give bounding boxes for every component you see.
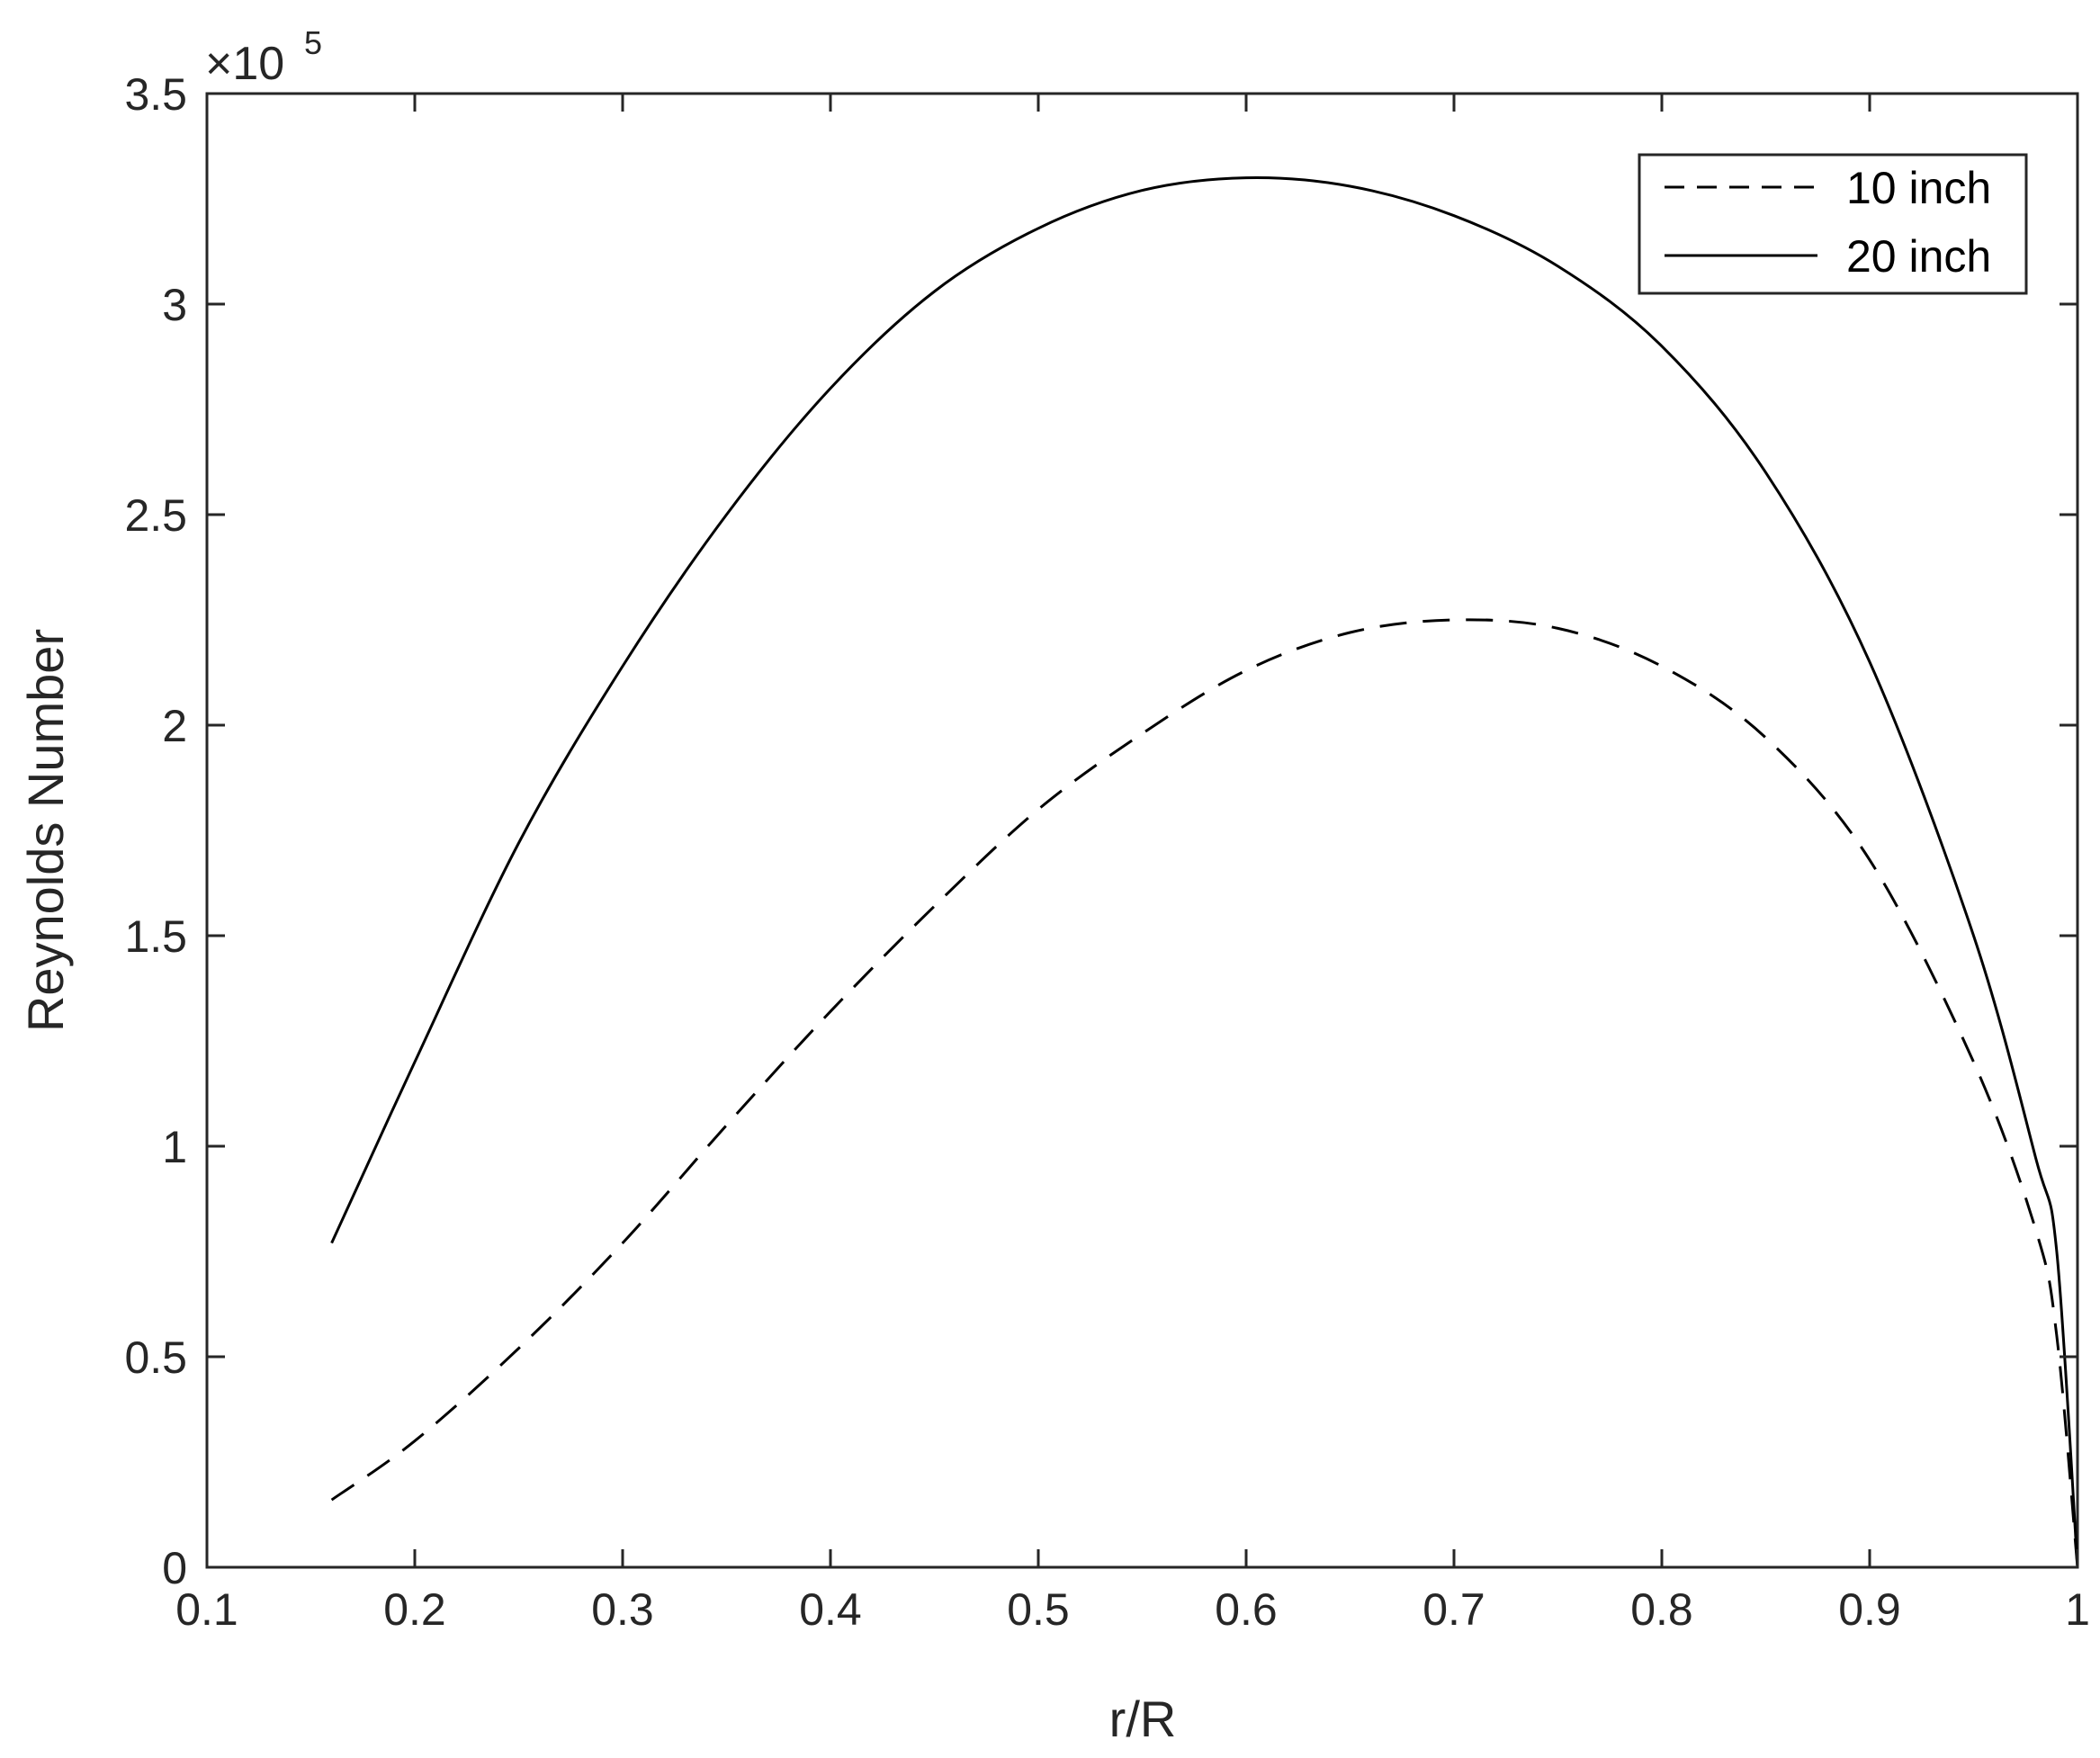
y-axis-ticks: 0 0.5 1 1.5 2 2.5 3 3.5 [124, 69, 2078, 1593]
y-axis-multiplier-exponent: 5 [304, 24, 322, 61]
y-tick-label: 1.5 [124, 911, 187, 962]
y-tick-label: 2.5 [124, 490, 187, 541]
y-tick-label: 2 [162, 701, 187, 751]
legend: 10 inch 20 inch [1638, 153, 2028, 295]
y-axis-multiplier-base: ×10 [205, 38, 284, 90]
y-axis-title: Reynolds Number [17, 629, 74, 1032]
x-tick-label: 0.7 [1422, 1584, 1485, 1635]
x-tick-label: 0.6 [1215, 1584, 1278, 1635]
x-tick-label: 0.8 [1630, 1584, 1693, 1635]
legend-box [1638, 153, 2028, 295]
y-tick-label: 0 [162, 1543, 187, 1593]
axes-box [205, 92, 2079, 1569]
x-tick-label: 0.5 [1007, 1584, 1070, 1635]
series-line-20-inch [330, 175, 2079, 1568]
x-tick-label: 0.3 [591, 1584, 654, 1635]
y-tick-label: 3.5 [124, 69, 187, 120]
y-tick-label: 1 [162, 1122, 187, 1172]
x-axis-ticks: 0.1 0.2 0.3 0.4 0.5 0.6 0.7 0.8 0.9 1 [175, 94, 2090, 1635]
series-line-10-inch [330, 618, 2079, 1568]
x-axis-title: r/R [1109, 1691, 1177, 1747]
plot-area: 0.1 0.2 0.3 0.4 0.5 0.6 0.7 0.8 0.9 1 0 0.5 1 1.5 2 2.… [124, 69, 2089, 1635]
y-tick-label: 0.5 [124, 1332, 187, 1383]
x-tick-label: 0.4 [799, 1584, 862, 1635]
x-tick-label: 0.2 [383, 1584, 446, 1635]
legend-label-20-inch: 20 inch [1846, 231, 1991, 282]
x-tick-label: 1 [2065, 1584, 2090, 1635]
x-tick-label: 0.9 [1838, 1584, 1901, 1635]
y-tick-label: 3 [162, 280, 187, 330]
legend-label-10-inch: 10 inch [1846, 163, 1991, 213]
x-tick-label: 0.1 [175, 1584, 238, 1635]
series-layer [330, 175, 2079, 1568]
